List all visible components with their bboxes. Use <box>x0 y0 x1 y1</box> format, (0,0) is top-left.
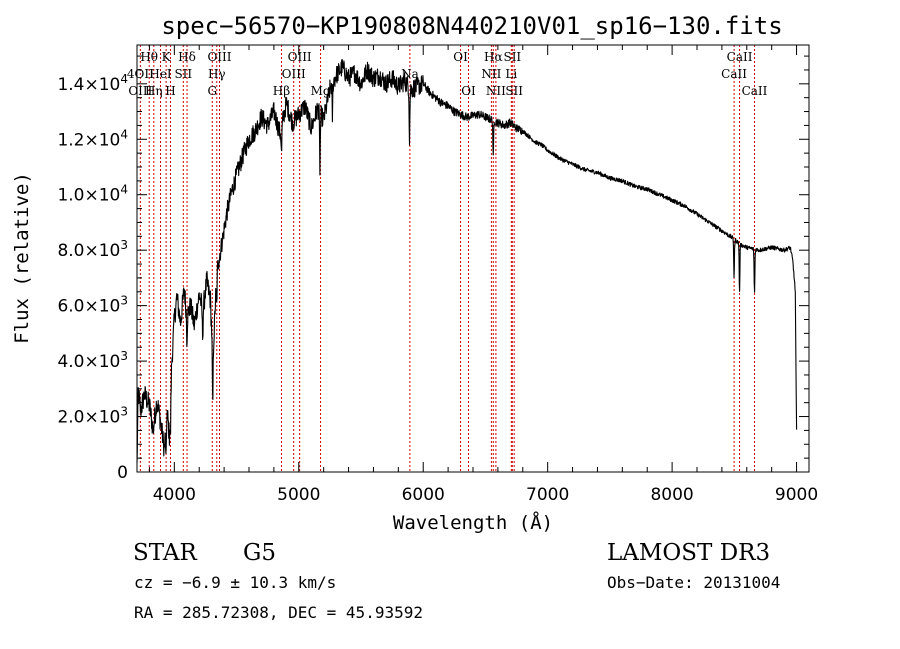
y-tick-label: 0 <box>117 463 128 483</box>
line-label: SII <box>174 67 192 81</box>
line-label: HeI <box>149 67 172 81</box>
x-tick-label: 9000 <box>775 485 818 505</box>
y-axis-label: Flux (relative) <box>11 172 33 344</box>
chart-title: spec−56570−KP190808N440210V01_sp16−130.f… <box>161 12 782 40</box>
coordinates: RA = 285.72308, DEC = 45.93592 <box>134 603 423 622</box>
emission-line-markers <box>139 45 755 472</box>
x-axis-label: Wavelength (Å) <box>393 511 553 534</box>
line-label: CaII <box>721 67 747 81</box>
line-label: Hδ <box>178 50 196 64</box>
line-label: NII <box>481 67 501 81</box>
y-tick-label: 1.4×104 <box>57 72 128 95</box>
line-label: CaII <box>742 84 768 98</box>
line-label: Li <box>505 67 517 81</box>
y-tick-label: 8.0×103 <box>57 238 128 261</box>
x-tick-label: 4000 <box>153 485 196 505</box>
line-label: K <box>162 50 172 64</box>
line-label: OIII <box>207 50 231 64</box>
y-tick-label: 1.2×104 <box>57 127 128 150</box>
line-label: OI <box>453 50 468 64</box>
observation-date: Obs−Date: 20131004 <box>607 573 781 592</box>
x-axis: 4000 5000 6000 7000 8000 9000 <box>148 45 818 505</box>
y-tick-label: 2.0×103 <box>57 405 128 428</box>
x-tick-label: 8000 <box>650 485 693 505</box>
plot-frame <box>136 44 810 473</box>
redshift-value: cz = −6.9 ± 10.3 km/s <box>134 573 337 592</box>
line-label: H <box>165 84 175 98</box>
line-label: Hη <box>145 84 163 98</box>
line-label: Hγ <box>208 67 226 81</box>
line-label: Hβ <box>273 84 290 98</box>
line-label: Mg <box>311 84 331 98</box>
x-tick-label: 5000 <box>277 485 320 505</box>
y-axis: 0 2.0×103 4.0×103 6.0×103 8.0×103 1.0×104 1.2×… <box>57 55 809 483</box>
object-class: STAR <box>133 540 197 566</box>
line-label: OIII <box>288 50 312 64</box>
spectrum-line <box>136 59 798 464</box>
line-label: 4OII <box>127 67 154 81</box>
line-label: G <box>207 84 217 98</box>
line-label: Hα <box>484 50 503 64</box>
y-tick-label: 1.0×104 <box>57 183 128 206</box>
line-label: NII <box>486 84 506 98</box>
y-tick-label: 6.0×103 <box>57 294 128 317</box>
line-label: OIII <box>128 84 152 98</box>
survey-name: LAMOST DR3 <box>607 540 771 566</box>
line-label: SII <box>505 84 523 98</box>
line-label: CaII <box>727 50 753 64</box>
line-label: OI <box>461 84 476 98</box>
object-subclass: G5 <box>243 540 277 566</box>
y-tick-label: 4.0×103 <box>57 349 128 372</box>
line-label: Na <box>401 67 419 81</box>
x-tick-label: 7000 <box>526 485 569 505</box>
line-label: Hθ <box>140 50 158 64</box>
x-tick-label: 6000 <box>402 485 445 505</box>
line-label: SII <box>503 50 521 64</box>
line-label: OIII <box>282 67 306 81</box>
